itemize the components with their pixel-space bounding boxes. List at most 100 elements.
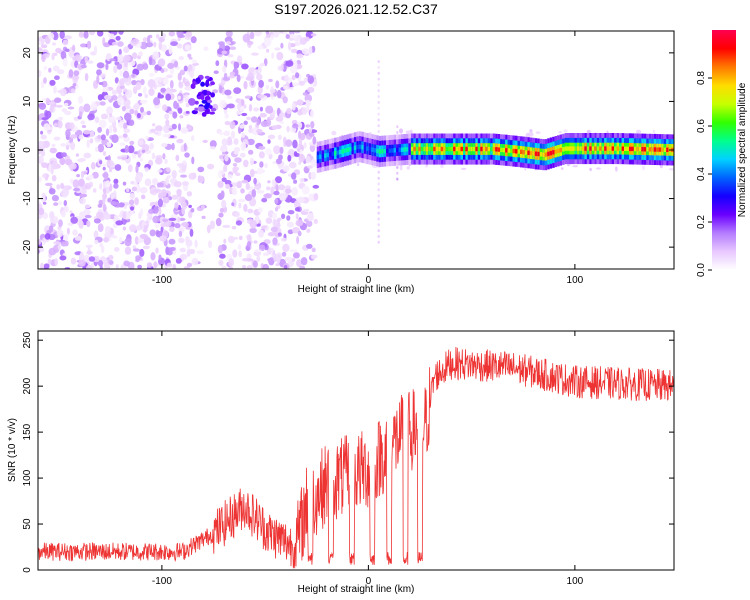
noise-speckle: [289, 34, 298, 39]
noise-speckle: [308, 193, 313, 201]
noise-speckle: [224, 179, 232, 186]
noise-speckle: [291, 74, 296, 81]
noise-speckle: [104, 94, 112, 100]
noise-speckle: [115, 220, 124, 226]
noise-speckle: [103, 42, 110, 48]
noise-speckle: [152, 178, 158, 185]
noise-speckle: [90, 103, 98, 111]
vertical-streak: [377, 95, 380, 99]
tone-segment: [465, 146, 468, 152]
tone-segment: [596, 146, 600, 151]
tone-segment: [341, 149, 344, 154]
tone-segment: [458, 146, 461, 152]
tone-segment: [386, 148, 389, 154]
noise-speckle: [111, 134, 119, 144]
noise-speckle: [266, 48, 270, 53]
noise-speckle: [311, 247, 316, 253]
noise-speckle: [153, 206, 159, 214]
noise-speckle: [186, 191, 193, 197]
noise-speckle: [88, 174, 94, 180]
noise-speckle: [243, 120, 248, 126]
tone-segment: [316, 155, 320, 160]
noise-speckle: [224, 89, 232, 96]
noise-speckle: [106, 160, 114, 166]
noise-speckle: [86, 220, 91, 228]
noise-speckle: [92, 188, 97, 193]
x-tick-label: 100: [567, 576, 584, 587]
noise-speckle: [110, 235, 118, 239]
noise-speckle: [292, 139, 298, 149]
noise-speckle: [312, 136, 317, 145]
noise-speckle: [181, 164, 187, 172]
tone-segment: [346, 147, 349, 153]
noise-speckle: [95, 146, 99, 152]
tone-segment: [653, 147, 657, 152]
tone-segment: [510, 148, 513, 153]
noise-speckle: [225, 183, 231, 189]
noise-speckle: [57, 244, 61, 250]
noise-speckle: [102, 203, 107, 212]
noise-speckle: [153, 97, 161, 106]
noise-speckle: [253, 177, 257, 185]
noise-speckle: [64, 240, 69, 247]
noise-speckle: [219, 253, 226, 259]
noise-speckle: [48, 67, 52, 73]
noise-speckle: [133, 181, 138, 186]
noise-speckle: [161, 33, 167, 39]
noise-speckle: [292, 82, 300, 87]
noise-speckle: [79, 193, 88, 198]
noise-speckle: [135, 255, 142, 261]
vertical-streak: [377, 89, 380, 93]
burst-blob: [205, 79, 210, 84]
noise-speckle: [296, 259, 302, 268]
noise-speckle: [160, 188, 167, 198]
noise-speckle: [102, 172, 109, 178]
noise-speckle: [247, 208, 254, 214]
noise-speckle: [102, 151, 107, 156]
noise-speckle: [73, 187, 81, 192]
noise-speckle: [113, 183, 119, 189]
noise-speckle: [242, 265, 247, 269]
tone-segment: [361, 145, 364, 150]
noise-speckle: [233, 147, 241, 153]
tone-segment: [616, 146, 620, 151]
noise-speckle: [254, 249, 262, 253]
noise-speckle: [84, 182, 92, 190]
noise-speckle: [259, 161, 264, 168]
noise-speckle: [256, 255, 261, 262]
noise-speckle: [47, 258, 52, 266]
noise-speckle: [51, 175, 57, 182]
noise-speckle: [217, 244, 223, 254]
noise-speckle: [170, 41, 179, 47]
colorbar-ticks: 0.0 0.2 0.4 0.6 0.8: [696, 71, 712, 277]
noise-speckle: [241, 132, 246, 138]
noise-speckle: [100, 245, 105, 254]
noise-speckle: [227, 136, 233, 144]
tone-segment: [656, 147, 659, 152]
noise-speckle: [96, 211, 104, 219]
noise-speckle: [64, 158, 73, 166]
x-tick-label: 100: [567, 275, 584, 286]
spectrogram-xlabel: Height of straight line (km): [298, 284, 415, 295]
noise-speckle: [248, 149, 254, 155]
noise-speckle: [243, 104, 247, 109]
noise-speckle: [122, 70, 130, 79]
noise-speckle: [149, 142, 155, 150]
tone-segment: [487, 146, 491, 152]
noise-speckle: [138, 51, 143, 57]
noise-speckle: [305, 124, 311, 128]
noise-speckle: [160, 44, 168, 53]
spectrogram-ylabel: Frequency (Hz): [7, 116, 18, 185]
noise-speckle: [267, 139, 271, 145]
noise-speckle: [87, 60, 94, 64]
noise-speckle: [111, 41, 118, 46]
noise-speckle: [286, 125, 290, 133]
noise-speckle: [44, 233, 51, 240]
noise-speckle: [241, 112, 248, 117]
tone-segment: [604, 146, 607, 151]
noise-speckle: [307, 165, 313, 169]
noise-speckle: [62, 39, 69, 46]
noise-speckle: [300, 257, 308, 266]
tone-segment: [626, 146, 629, 151]
burst-blob: [206, 90, 210, 97]
